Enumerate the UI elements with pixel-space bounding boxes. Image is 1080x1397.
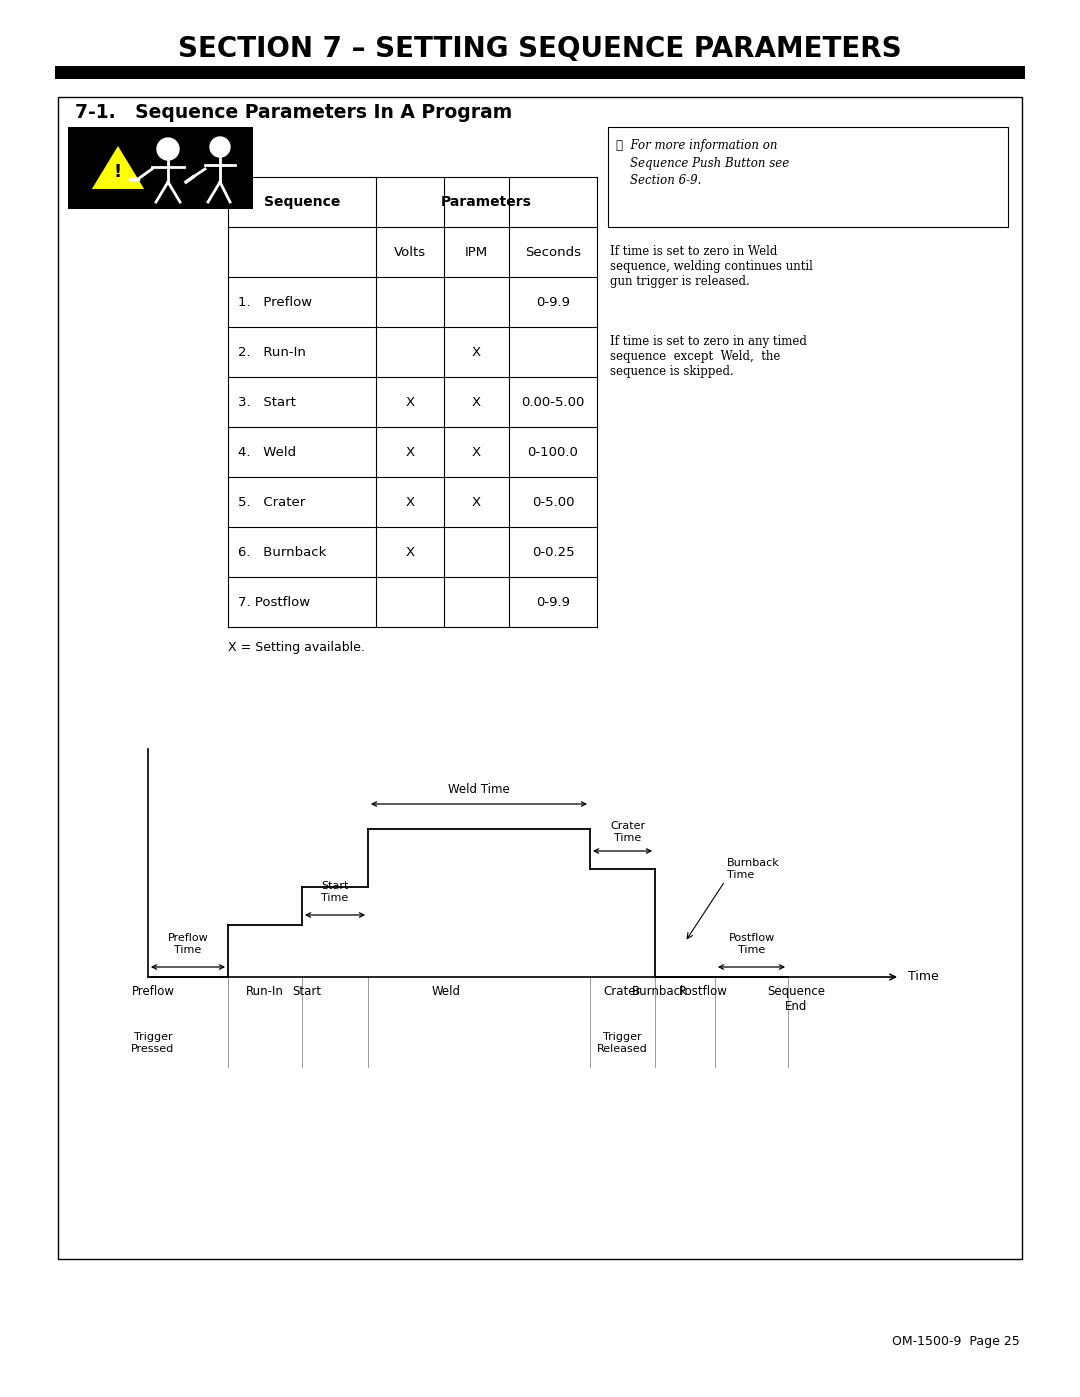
Text: 3.   Start: 3. Start <box>238 395 296 408</box>
Text: Preflow: Preflow <box>132 985 175 997</box>
Text: Volts: Volts <box>394 246 427 258</box>
Text: 1.   Preflow: 1. Preflow <box>238 296 312 309</box>
Text: 4.   Weld: 4. Weld <box>238 446 296 458</box>
Text: 7-1.   Sequence Parameters In A Program: 7-1. Sequence Parameters In A Program <box>75 102 512 122</box>
Text: Sequence Push Button see: Sequence Push Button see <box>630 156 789 169</box>
Text: 0-5.00: 0-5.00 <box>531 496 575 509</box>
Text: 0-9.9: 0-9.9 <box>536 595 570 609</box>
Polygon shape <box>90 144 146 190</box>
Text: X: X <box>472 395 481 408</box>
Bar <box>55 66 1025 80</box>
Circle shape <box>157 138 179 161</box>
Text: Crater
Time: Crater Time <box>610 821 645 842</box>
Text: Postflow
Time: Postflow Time <box>728 933 774 956</box>
Text: ☞  For more information on: ☞ For more information on <box>616 138 778 151</box>
Text: 0.00-5.00: 0.00-5.00 <box>522 395 584 408</box>
Text: Crater: Crater <box>604 985 642 997</box>
Text: Start
Time: Start Time <box>322 882 349 902</box>
FancyBboxPatch shape <box>58 96 1022 1259</box>
Text: Section 6-9.: Section 6-9. <box>630 175 701 187</box>
Text: Trigger
Pressed: Trigger Pressed <box>132 1032 175 1053</box>
Circle shape <box>210 137 230 156</box>
Text: SECTION 7 – SETTING SEQUENCE PARAMETERS: SECTION 7 – SETTING SEQUENCE PARAMETERS <box>178 35 902 63</box>
Text: Seconds: Seconds <box>525 246 581 258</box>
Text: Burnback
Time: Burnback Time <box>727 858 780 880</box>
Text: Burnback: Burnback <box>632 985 688 997</box>
Text: X = Setting available.: X = Setting available. <box>228 640 365 654</box>
Text: Postflow: Postflow <box>678 985 728 997</box>
Bar <box>68 127 253 210</box>
Text: X: X <box>405 545 415 559</box>
Text: IPM: IPM <box>464 246 488 258</box>
Text: Start: Start <box>293 985 322 997</box>
Text: Sequence
End: Sequence End <box>767 985 825 1013</box>
Text: 5.   Crater: 5. Crater <box>238 496 306 509</box>
Text: Parameters: Parameters <box>441 196 532 210</box>
Text: OM-1500-9  Page 25: OM-1500-9 Page 25 <box>892 1336 1020 1348</box>
Text: X: X <box>405 395 415 408</box>
Text: X: X <box>472 345 481 359</box>
Text: 0-100.0: 0-100.0 <box>527 446 579 458</box>
Text: Trigger
Released: Trigger Released <box>597 1032 648 1053</box>
Text: X: X <box>472 446 481 458</box>
Text: Weld: Weld <box>432 985 460 997</box>
Text: X: X <box>472 496 481 509</box>
Text: Time: Time <box>908 971 939 983</box>
Text: Sequence: Sequence <box>264 196 340 210</box>
Text: 2.   Run-In: 2. Run-In <box>238 345 306 359</box>
Text: !: ! <box>113 163 122 182</box>
Text: If time is set to zero in Weld
sequence, welding continues until
gun trigger is : If time is set to zero in Weld sequence,… <box>610 244 813 288</box>
Text: 7. Postflow: 7. Postflow <box>238 595 310 609</box>
Text: Weld Time: Weld Time <box>448 782 510 796</box>
Text: 0-0.25: 0-0.25 <box>531 545 575 559</box>
Text: Run-In: Run-In <box>246 985 284 997</box>
Text: Preflow
Time: Preflow Time <box>167 933 208 956</box>
Text: X: X <box>405 496 415 509</box>
Text: If time is set to zero in any timed
sequence  except  Weld,  the
sequence is ski: If time is set to zero in any timed sequ… <box>610 335 807 379</box>
Text: 6.   Burnback: 6. Burnback <box>238 545 326 559</box>
Text: 0-9.9: 0-9.9 <box>536 296 570 309</box>
Text: X: X <box>405 446 415 458</box>
FancyBboxPatch shape <box>608 127 1008 226</box>
